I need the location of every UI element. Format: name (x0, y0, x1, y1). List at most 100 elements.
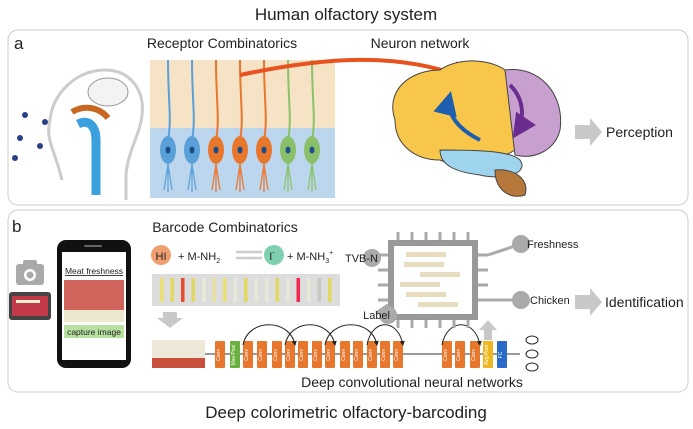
chip-strip (418, 302, 458, 307)
panel-a: a Receptor Combinatorics Neuron network (7, 29, 689, 206)
reactant2-label: + M-NH2 (178, 251, 220, 265)
barcode-sensor (212, 278, 216, 302)
barcode-sensor (307, 278, 311, 302)
receptor-neuron (232, 59, 248, 192)
camera-icon (16, 260, 44, 285)
brain-small-icon (87, 77, 129, 107)
cnn-block: Conv (257, 341, 267, 368)
barcode-sensor (244, 278, 248, 302)
barcode-sensor (286, 278, 290, 302)
cnn-block-label: Conv (456, 349, 462, 361)
barcode-sensor (254, 278, 258, 302)
chip-illustration: TVB-N Freshness Chicken Label (345, 232, 579, 328)
panel-a-frame (7, 29, 689, 206)
cnn-block-label: Conv (258, 349, 264, 361)
title-top: Human olfactory system (255, 5, 437, 24)
barcode-sensor (191, 278, 195, 302)
chip-strip (406, 292, 446, 297)
receptor-neuron (208, 59, 224, 192)
chicken-label: Chicken (530, 295, 570, 307)
cnn-block: Conv (340, 341, 350, 368)
panel-b-label: b (12, 217, 21, 236)
skip-connection (242, 324, 297, 346)
cnn-block: Avg Pool (483, 341, 493, 368)
receptor-neuron (304, 59, 320, 192)
cnn-block-label: Conv (244, 349, 250, 361)
skip-connection (441, 324, 482, 346)
receptor-neuron (184, 59, 200, 192)
capture-image-label: capture image (67, 327, 121, 337)
cnn-block: Conv (298, 341, 308, 368)
receptor-diagram (150, 59, 335, 198)
title-bottom: Deep colorimetric olfactory-barcoding (205, 403, 487, 422)
skip-connection (366, 324, 405, 346)
cropped-strip-image (152, 340, 205, 368)
panel-b: b Barcode Combinatorics Meat freshness c… (7, 209, 689, 393)
phone-heading: Meat freshness (65, 266, 123, 276)
skip-connection (284, 324, 337, 346)
cnn-block: Conv (393, 341, 403, 368)
identification-arrow-icon (575, 288, 602, 316)
smartphone: Meat freshness capture image (57, 240, 131, 368)
capture-image-button[interactable] (64, 325, 124, 338)
equilibrium-arrows-icon (236, 250, 262, 260)
cnn-block: Conv (367, 341, 377, 368)
cnn-block-label: Conv (368, 349, 374, 361)
cnn-block-label: Conv (216, 349, 222, 361)
barcode-sensor (233, 278, 237, 302)
hi-label: HI (156, 251, 167, 263)
reaction-equation: HI + M-NH2 I- + M-NH3+ (151, 245, 333, 265)
chip-strip (404, 262, 444, 267)
barcode-sensor (317, 278, 321, 302)
receptor-neuron (280, 59, 296, 192)
cnn-block-label: FC (498, 351, 504, 358)
barcode-sensor (296, 278, 300, 302)
barcode-sensor (181, 278, 185, 302)
chip-strip (400, 282, 440, 287)
cnn-block: Conv (312, 341, 322, 368)
chip-strip (406, 252, 446, 257)
cnn-block-label: Conv (354, 349, 360, 361)
skip-connection (324, 324, 379, 346)
cnn-block: Conv (470, 341, 480, 368)
freshness-label: Freshness (527, 239, 579, 251)
panel-a-label: a (14, 34, 24, 53)
product2-label: + M-NH3+ (287, 250, 333, 265)
identification-label: Identification (605, 294, 684, 310)
cnn-block-label: Conv (299, 349, 305, 361)
barcode-strip-image (152, 274, 340, 306)
perception-arrow-icon (575, 118, 602, 146)
barcode-sensor (328, 278, 332, 302)
cnn-block-label: Conv (471, 349, 477, 361)
cnn-block-label: Conv (381, 349, 387, 361)
perception-label: Perception (606, 124, 673, 140)
cnn-block: Conv (353, 341, 363, 368)
cnn-block-label: Conv (313, 349, 319, 361)
cnn-block: Conv (285, 341, 295, 368)
cnn-block: Conv (243, 341, 253, 368)
cnn-block-label: Max Pool (231, 345, 237, 366)
cnn-block-label: Conv (394, 349, 400, 361)
cnn-block-label: Avg Pool (484, 345, 490, 365)
brain-illustration (392, 60, 562, 197)
receptor-neuron (160, 59, 176, 192)
cnn-block: Conv (442, 341, 452, 368)
cnn-block: Conv (380, 341, 390, 368)
odor-molecules-icon (12, 112, 48, 161)
head-illustration (12, 68, 144, 200)
receptor-title: Receptor Combinatorics (147, 35, 297, 51)
meat-tray-image (9, 292, 51, 320)
tvbn-label: TVB-N (345, 253, 378, 265)
barcode-sensor (202, 278, 206, 302)
chip-strip (420, 272, 460, 277)
cnn-block: Conv (325, 341, 335, 368)
cnn-block: Conv (455, 341, 465, 368)
cnn-block: Conv (272, 341, 282, 368)
up-arrow-icon (479, 320, 497, 340)
cnn-block-label: Conv (273, 349, 279, 361)
cnn-block: Conv (215, 341, 225, 368)
output-nodes (525, 335, 539, 372)
cnn-block: FC (497, 341, 507, 368)
barcode-sensor (170, 278, 174, 302)
